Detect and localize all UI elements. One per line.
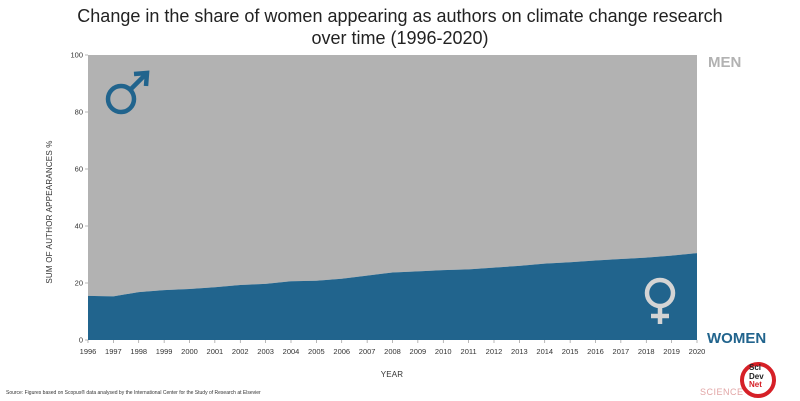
x-tick-label: 2014 (536, 347, 553, 356)
chart-title-block: Change in the share of women appearing a… (0, 5, 800, 49)
x-tick-label: 2001 (207, 347, 224, 356)
x-tick-label: 2004 (283, 347, 300, 356)
logo-ring (740, 362, 776, 398)
x-axis-title: YEAR (381, 370, 404, 379)
x-tick-label: 2005 (308, 347, 325, 356)
y-tick-label: 80 (75, 108, 83, 117)
x-tick-label: 2009 (410, 347, 427, 356)
x-tick-label: 2020 (689, 347, 706, 356)
source-note: Source: Figures based on Scopus® data an… (6, 390, 261, 396)
y-axis-title: SUM OF AUTHOR APPEARANCES % (45, 140, 54, 283)
y-tick-label: 100 (70, 51, 83, 60)
women-series-label: WOMEN (707, 330, 766, 347)
x-tick-label: 2007 (359, 347, 376, 356)
x-tick-label: 2003 (257, 347, 274, 356)
gender-symbols (105, 70, 676, 324)
x-tick-label: 2006 (333, 347, 350, 356)
x-tick-label: 2015 (562, 347, 579, 356)
men-series-label: MEN (708, 54, 741, 71)
logo-line-1: Sci (749, 363, 762, 372)
x-tick-label: 1997 (105, 347, 122, 356)
y-tick-label: 0 (79, 336, 83, 345)
x-tick-label: 2016 (587, 347, 604, 356)
plot-area (88, 55, 697, 340)
chart-subtitle: over time (1996-2020) (311, 28, 489, 48)
x-tick-label: 2010 (435, 347, 452, 356)
axes: 0 20 40 60 80 100 1996 1997 1998 1999 2000 2001 2002… (70, 51, 705, 357)
watermark-text: SCIENCE (700, 387, 744, 397)
x-tick-label: 2011 (461, 347, 477, 356)
female-symbol-icon (644, 277, 676, 324)
logo-line-2: Dev (749, 371, 764, 381)
y-tick-label: 40 (75, 222, 83, 231)
x-tick-label: 1999 (156, 347, 173, 356)
logo-text: Sci Dev Net (749, 363, 764, 390)
x-tick-label: 2013 (511, 347, 528, 356)
x-tick-label: 2000 (181, 347, 198, 356)
x-tick-label: 1996 (80, 347, 97, 356)
area-series-women (88, 253, 697, 340)
x-tick-label: 1998 (130, 347, 147, 356)
x-tick-label: 2002 (232, 347, 249, 356)
x-tick-label: 2008 (384, 347, 401, 356)
logo-line-3: Net (749, 380, 762, 389)
x-tick-label: 2018 (638, 347, 655, 356)
y-tick-label: 20 (75, 279, 83, 288)
x-tick-label: 2017 (613, 347, 630, 356)
y-tick-label: 60 (75, 165, 83, 174)
male-symbol-icon (105, 70, 150, 115)
x-tick-label: 2012 (486, 347, 503, 356)
x-tick-label: 2019 (663, 347, 680, 356)
scidevnet-logo: Sci Dev Net (740, 362, 776, 398)
chart-title: Change in the share of women appearing a… (77, 6, 723, 26)
area-series-men (88, 55, 697, 297)
